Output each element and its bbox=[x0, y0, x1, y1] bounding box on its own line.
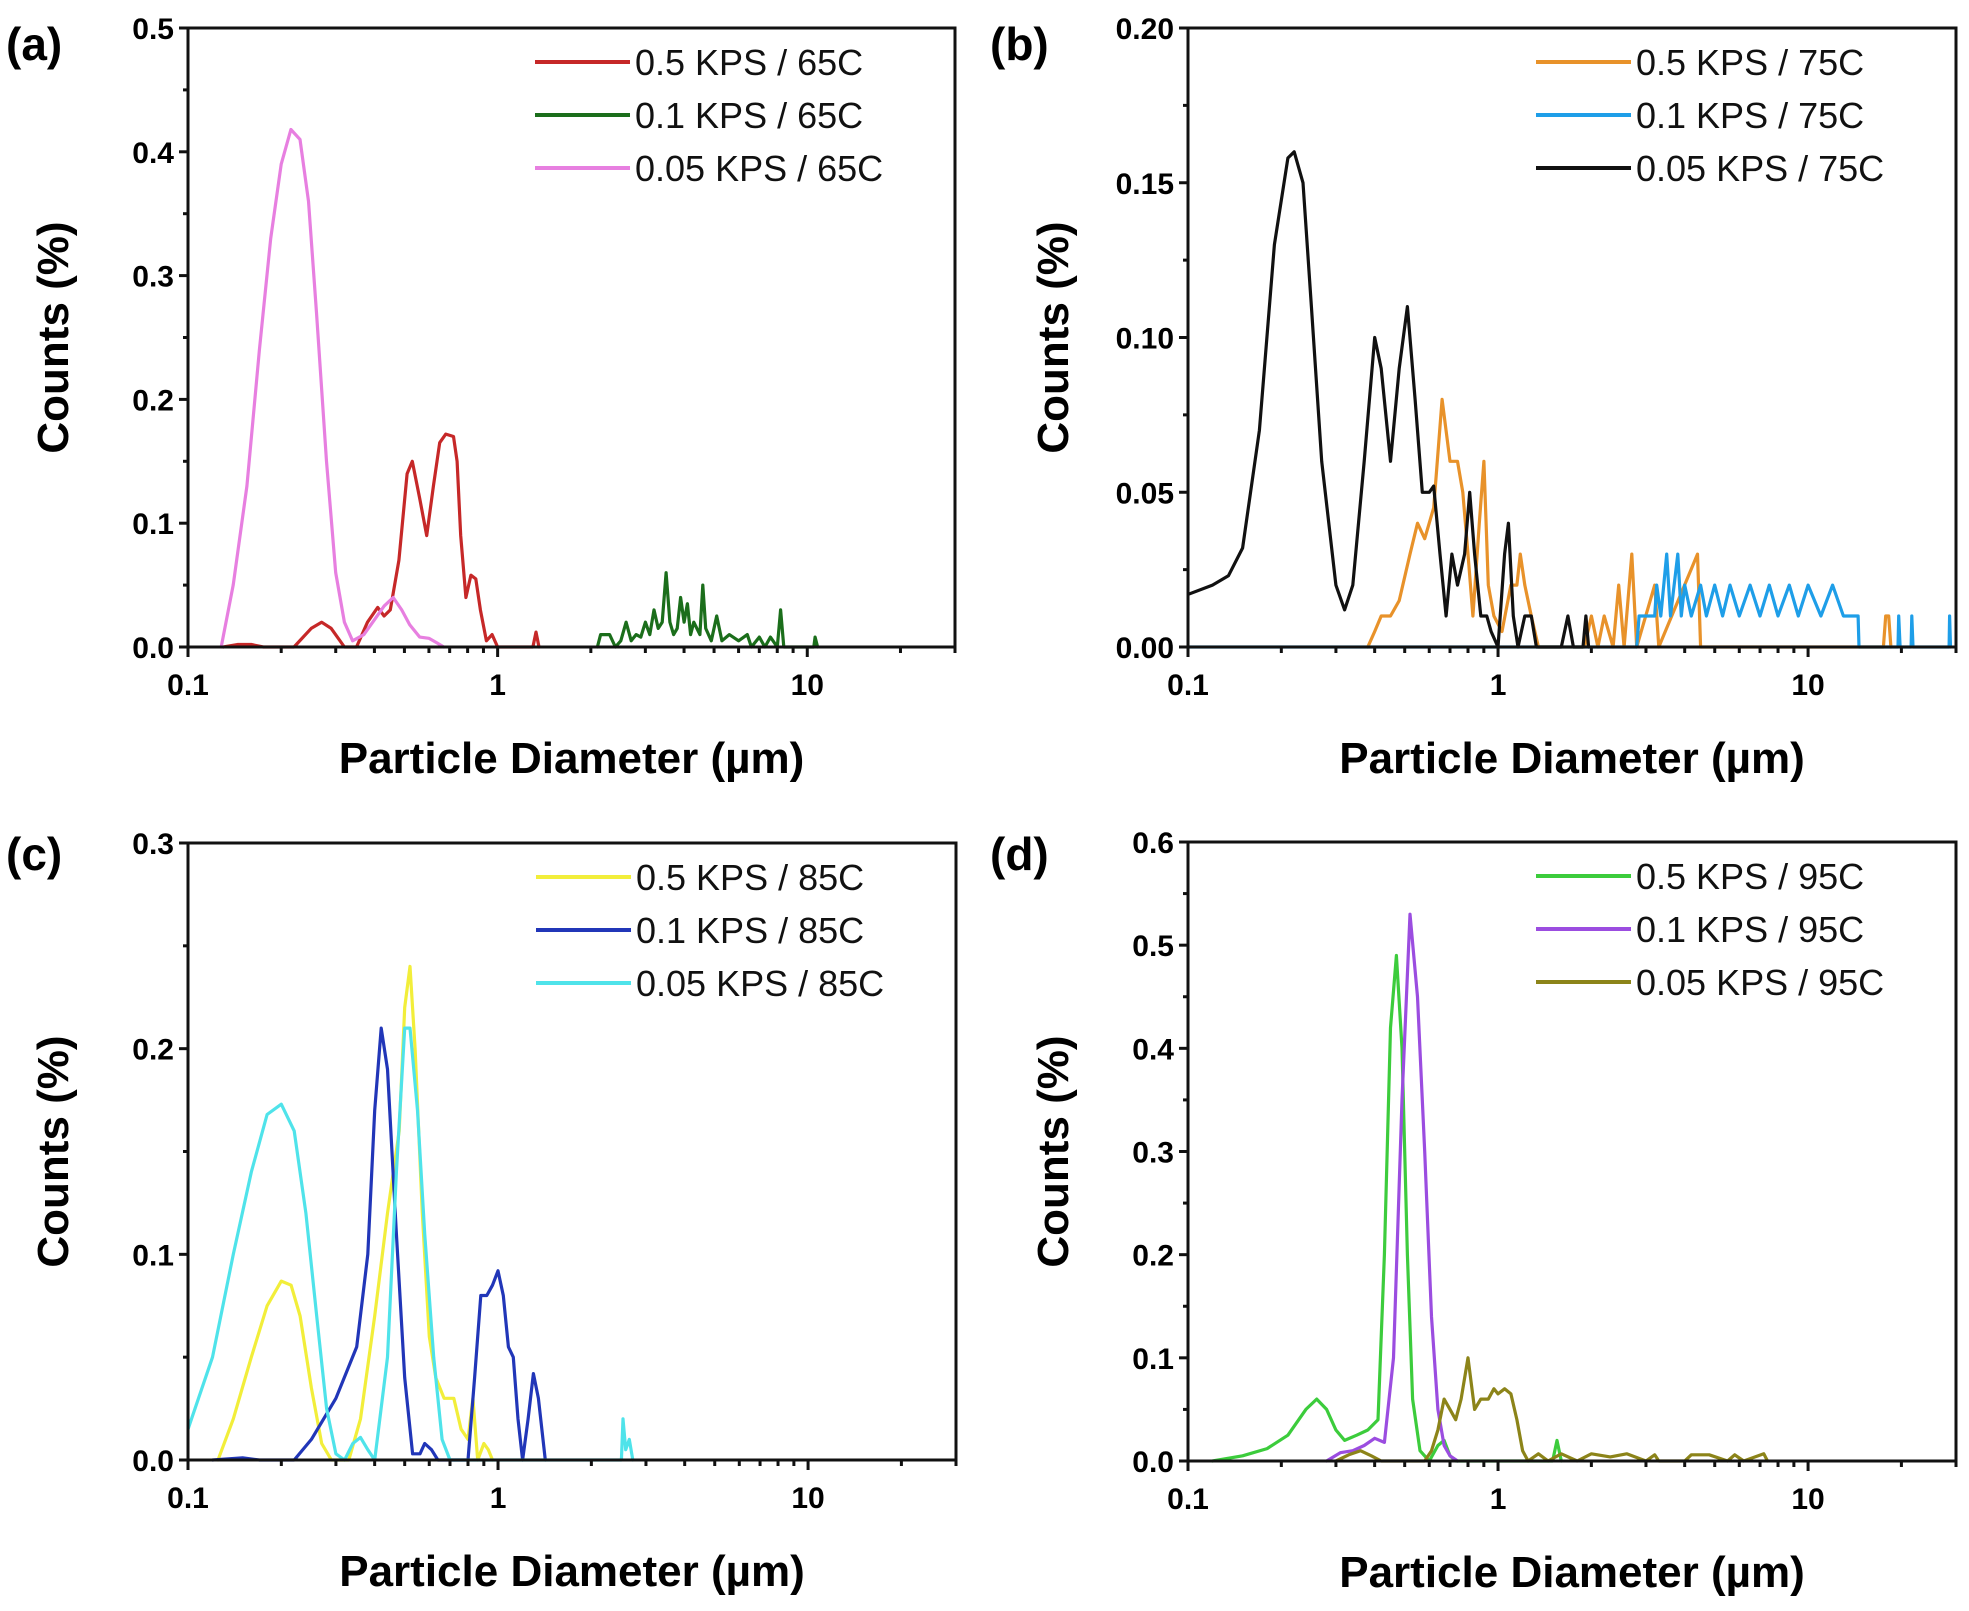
panel-c: (c) 0.0 0.1 0.2 0.3 0.1 1 10 Particle Diameter (… bbox=[6, 828, 958, 1596]
x-tick-label: 1 bbox=[1490, 669, 1507, 702]
y-tick-label: 0.5 bbox=[1132, 930, 1174, 963]
x-axis-title: Particle Diameter (µm) bbox=[339, 734, 805, 783]
y-tick-label: 0.20 bbox=[1116, 13, 1174, 46]
x-tick-label: 0.1 bbox=[1167, 1483, 1209, 1516]
y-tick-label: 0.00 bbox=[1116, 632, 1174, 665]
y-tick-label: 0.3 bbox=[132, 261, 174, 294]
y-tick-label: 0.1 bbox=[132, 508, 174, 541]
y-tick-label: 0.5 bbox=[132, 13, 174, 46]
legend-label: 0.5 KPS / 95C bbox=[1636, 856, 1864, 897]
y-axis-title: Counts (%) bbox=[29, 221, 78, 453]
legend-label: 0.1 KPS / 65C bbox=[635, 95, 863, 136]
series-group bbox=[1188, 150, 1953, 649]
legend-label: 0.5 KPS / 65C bbox=[635, 42, 863, 83]
y-tick-label: 0.15 bbox=[1116, 168, 1174, 201]
x-tick-label: 10 bbox=[791, 1482, 824, 1515]
x-tick-label: 10 bbox=[791, 669, 824, 702]
x-tick-label: 0.1 bbox=[167, 1482, 209, 1515]
panel-label: (d) bbox=[990, 828, 1049, 880]
panel-a: (a) 0.0 0.1 0.2 0.3 0.4 0.5 0.1 1 10 Particle Diam… bbox=[6, 13, 957, 783]
x-tick-label: 0.1 bbox=[1167, 669, 1209, 702]
legend-label: 0.05 KPS / 95C bbox=[1636, 962, 1884, 1003]
series-line-3 bbox=[1188, 150, 1591, 649]
legend-label: 0.5 KPS / 85C bbox=[636, 857, 864, 898]
legend-label: 0.05 KPS / 85C bbox=[636, 963, 884, 1004]
x-tick-label: 1 bbox=[489, 669, 506, 702]
y-tick-label: 0.4 bbox=[132, 137, 174, 170]
y-axis-title: Counts (%) bbox=[1029, 1035, 1078, 1267]
legend-label: 0.1 KPS / 95C bbox=[1636, 909, 1864, 950]
x-tick-label: 10 bbox=[1791, 669, 1824, 702]
series-line-2 bbox=[595, 571, 820, 649]
legend-label: 0.05 KPS / 75C bbox=[1636, 148, 1884, 189]
y-tick-label: 0.2 bbox=[132, 1034, 174, 1067]
legend-label: 0.5 KPS / 75C bbox=[1636, 42, 1864, 83]
series-line-2 bbox=[1188, 552, 1953, 649]
x-tick-label: 0.1 bbox=[167, 669, 209, 702]
panel-d: (d) 0.0 0.1 0.2 0.3 0.4 0.5 0.6 0.1 1 10 Particle D… bbox=[990, 827, 1958, 1597]
y-tick-label: 0.05 bbox=[1116, 477, 1174, 510]
series-line-3 bbox=[1334, 1356, 1770, 1463]
legend: 0.5 KPS / 85C 0.1 KPS / 85C 0.05 KPS / 85C bbox=[536, 857, 884, 1004]
legend: 0.5 KPS / 65C 0.1 KPS / 65C 0.05 KPS / 65C bbox=[535, 42, 883, 189]
y-tick-label: 0.6 bbox=[1132, 827, 1174, 860]
series-line-1 bbox=[221, 432, 541, 649]
panel-label: (c) bbox=[6, 828, 62, 880]
panel-label: (b) bbox=[990, 18, 1049, 70]
legend: 0.5 KPS / 75C 0.1 KPS / 75C 0.05 KPS / 75C bbox=[1536, 42, 1884, 189]
series-line-2 bbox=[1325, 912, 1460, 1463]
series-group bbox=[1210, 912, 1770, 1463]
series-group bbox=[219, 127, 820, 649]
x-axis-title: Particle Diameter (µm) bbox=[1339, 1548, 1805, 1597]
x-tick-label: 10 bbox=[1791, 1483, 1824, 1516]
y-tick-label: 0.0 bbox=[1132, 1446, 1174, 1479]
x-axis-title: Particle Diameter (µm) bbox=[339, 1547, 805, 1596]
panel-label: (a) bbox=[6, 18, 62, 70]
series-line-1 bbox=[1210, 953, 1563, 1463]
y-tick-label: 0.3 bbox=[132, 828, 174, 861]
y-tick-label: 0.1 bbox=[132, 1239, 174, 1272]
y-tick-label: 0.4 bbox=[1132, 1033, 1174, 1066]
panel-b: (b) 0.00 0.05 0.10 0.15 0.20 0.1 1 10 Particle Di… bbox=[990, 13, 1958, 783]
y-tick-label: 0.3 bbox=[1132, 1137, 1174, 1170]
series-group bbox=[188, 964, 635, 1462]
y-tick-label: 0.10 bbox=[1116, 323, 1174, 356]
x-tick-label: 1 bbox=[1490, 1483, 1507, 1516]
y-tick-label: 0.2 bbox=[132, 384, 174, 417]
legend-label: 0.1 KPS / 75C bbox=[1636, 95, 1864, 136]
y-tick-label: 0.0 bbox=[132, 1445, 174, 1478]
y-axis-title: Counts (%) bbox=[29, 1035, 78, 1267]
series-line-3 bbox=[188, 1026, 635, 1462]
series-line-1 bbox=[216, 964, 495, 1462]
y-axis-title: Counts (%) bbox=[1029, 221, 1078, 453]
y-tick-label: 0.1 bbox=[1132, 1343, 1174, 1376]
x-axis-title: Particle Diameter (µm) bbox=[1339, 734, 1805, 783]
y-tick-label: 0.0 bbox=[132, 632, 174, 665]
y-tick-label: 0.2 bbox=[1132, 1240, 1174, 1273]
series-line-2 bbox=[210, 1026, 547, 1462]
series-line-1 bbox=[1366, 397, 1893, 649]
legend: 0.5 KPS / 95C 0.1 KPS / 95C 0.05 KPS / 95C bbox=[1536, 856, 1884, 1003]
legend-label: 0.1 KPS / 85C bbox=[636, 910, 864, 951]
series-line-3 bbox=[219, 127, 446, 649]
x-tick-label: 1 bbox=[490, 1482, 507, 1515]
legend-label: 0.05 KPS / 65C bbox=[635, 148, 883, 189]
